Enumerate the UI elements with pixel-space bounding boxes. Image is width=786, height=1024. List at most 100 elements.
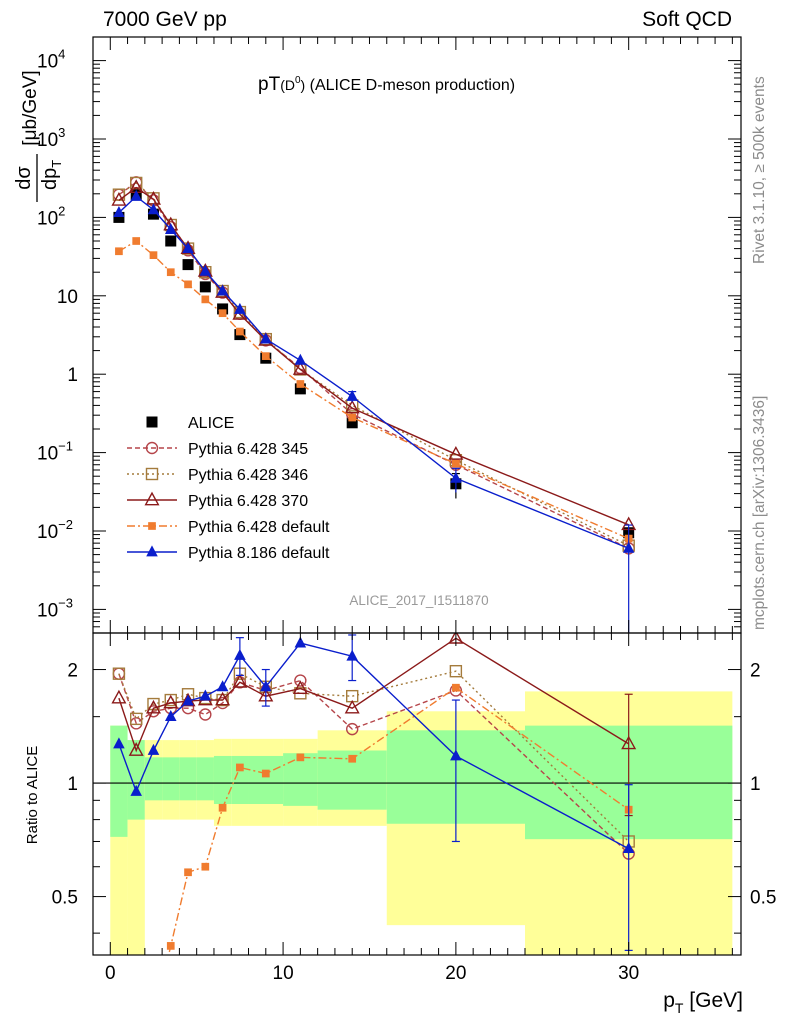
legend-marker: [144, 491, 160, 506]
ratio-point: [294, 674, 307, 687]
ratio-series-4: [113, 634, 635, 951]
ratio-line: [118, 673, 630, 855]
series-0: [113, 189, 635, 539]
rivet-label: Rivet 3.1.10, ≥ 500k events: [751, 76, 768, 264]
data-point: [216, 284, 229, 296]
data-point: [234, 302, 246, 314]
legend-label: ALICE: [188, 415, 234, 432]
legend-item: Pythia 6.428 370: [127, 491, 308, 510]
y-tick-label: 103: [37, 125, 65, 151]
ratio-point: [163, 694, 179, 709]
header-right: Soft QCD: [642, 8, 732, 31]
ratio-point: [145, 699, 161, 714]
data-point: [164, 222, 177, 234]
legend-item: Pythia 6.428 default: [127, 519, 330, 536]
uncertainty-band-inner: [179, 757, 197, 801]
data-point: [452, 459, 460, 468]
data-point: [348, 413, 357, 422]
ratio-line: [118, 637, 630, 753]
ratio-point: [147, 743, 160, 755]
ratio-y-tick-label: 0.5: [52, 888, 78, 909]
ratio-point: [346, 722, 359, 736]
y-tick-label: 10−1: [37, 439, 73, 465]
ratio-y-tick-label-right: 2: [750, 661, 761, 682]
ratio-point: [348, 754, 357, 763]
legend-item: Pythia 6.428 346: [127, 467, 308, 484]
y-tick-label: 102: [37, 203, 65, 229]
ratio-point: [130, 784, 142, 796]
ratio-point: [449, 664, 463, 678]
data-point: [236, 327, 244, 336]
data-point: [166, 268, 175, 277]
legend-label: Pythia 6.428 345: [188, 441, 308, 458]
data-point: [182, 241, 194, 253]
main-plot-frame: [92, 36, 742, 634]
ratio-series-2: [111, 633, 637, 817]
ratio-point: [296, 753, 305, 762]
data-point: [346, 417, 358, 429]
ratio-point: [112, 667, 126, 680]
header-left: 7000 GeV pp: [103, 8, 227, 31]
data-point: [294, 353, 307, 365]
ratio-point: [236, 763, 244, 772]
ratio-point: [232, 673, 248, 688]
ratio-plot-frame: [92, 632, 742, 956]
ratio-point: [234, 648, 246, 660]
y-tick-label: 10−3: [37, 595, 73, 621]
legend-marker: [146, 416, 158, 428]
ratio-point: [622, 842, 635, 854]
uncertainty-band-inner: [162, 757, 180, 801]
data-point: [113, 206, 125, 218]
ylabel-unit: [μb/GeV]: [20, 70, 41, 145]
data-point: [346, 389, 358, 401]
data-point: [296, 380, 305, 388]
y-tick-label: 10−2: [37, 517, 73, 543]
ratio-ylabel-text: Ratio to ALICE: [24, 746, 41, 844]
ratio-line: [118, 670, 630, 842]
data-point: [182, 259, 194, 271]
ratio-point: [292, 680, 308, 695]
ratio-point: [344, 699, 360, 714]
y-tick-label: 104: [37, 47, 65, 73]
legend-label: Pythia 6.428 346: [188, 467, 308, 484]
ratio-point: [216, 680, 229, 692]
x-tick-label: 0: [105, 963, 116, 984]
plot-title: pT(D0) (ALICE D-meson production): [258, 74, 515, 95]
ratio-point: [199, 689, 212, 701]
legend-marker: [148, 522, 156, 530]
ratio-point: [150, 1013, 158, 1021]
ratio-y-tick-label: 1: [67, 774, 78, 795]
data-point: [218, 309, 227, 318]
ratio-point: [113, 737, 125, 749]
data-point: [132, 237, 141, 245]
legend-item: Pythia 8.186 default: [127, 545, 330, 562]
series-5: [113, 189, 635, 633]
x-tick-label: 10: [273, 963, 294, 984]
legend-item: ALICE: [146, 415, 234, 432]
ratio-point: [182, 694, 194, 706]
uncertainty-band-inner: [248, 755, 284, 805]
ratio-y-tick-label-right: 0.5: [750, 888, 776, 909]
legend-marker: [145, 467, 159, 481]
analysis-id-label: ALICE_2017_I1511870: [349, 593, 488, 608]
ratio-point: [164, 710, 177, 722]
y-axis-label: dσ dpT [μb/GeV]: [13, 70, 64, 202]
legend-item: Pythia 6.428 345: [127, 441, 308, 458]
legend-marker: [146, 545, 158, 557]
data-point: [199, 264, 212, 276]
ratio-point: [112, 667, 126, 680]
ratio-point: [450, 749, 462, 761]
ratio-point: [261, 769, 270, 778]
x-tick-label: 30: [618, 963, 639, 984]
data-point: [149, 251, 158, 259]
data-point: [115, 247, 123, 256]
ratio-point: [218, 803, 227, 812]
ratio-point: [201, 862, 210, 871]
legend-marker: [145, 441, 159, 455]
uncertainty-band-inner: [127, 740, 145, 820]
ratio-point: [199, 708, 212, 721]
ratio-line: [167, 686, 630, 955]
data-point: [622, 541, 635, 553]
series-line: [118, 182, 630, 547]
